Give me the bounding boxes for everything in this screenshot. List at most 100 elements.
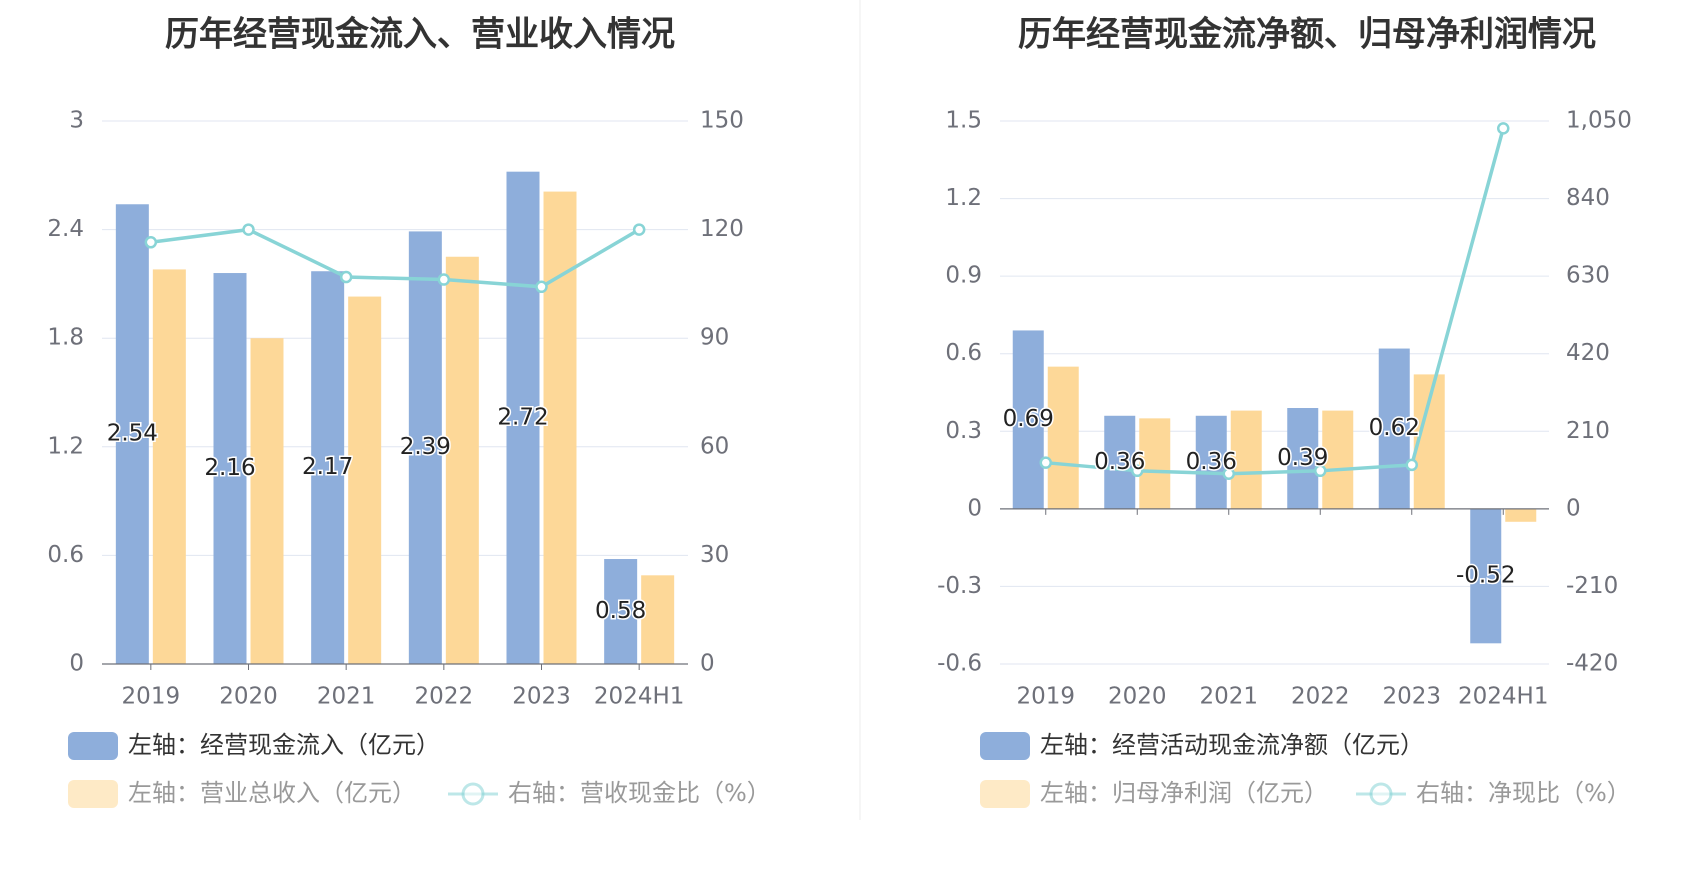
- legend-item[interactable]: 左轴：归母净利润（亿元）: [980, 779, 1328, 808]
- bar-data-label: 2.72: [497, 404, 548, 430]
- bar-data-label: 0.39: [1277, 445, 1328, 471]
- bar-primary[interactable]: [408, 231, 442, 664]
- bar-secondary[interactable]: [1322, 410, 1354, 509]
- left-axis-tick-label: 1.5: [945, 108, 982, 134]
- bar-primary[interactable]: [115, 204, 149, 664]
- x-axis-category-label: 2024H1: [594, 684, 684, 710]
- bar-data-label: 0.36: [1094, 449, 1145, 475]
- x-axis-category-label: 2024H1: [1458, 684, 1548, 710]
- left-axis-tick-label: 3: [69, 108, 84, 134]
- legend-label: 左轴：营业总收入（亿元）: [128, 779, 416, 807]
- x-axis-category-label: 2023: [512, 684, 571, 710]
- bar-secondary[interactable]: [1139, 418, 1171, 509]
- bar-primary[interactable]: [604, 559, 638, 664]
- ratio-point[interactable]: [242, 223, 255, 236]
- bar-secondary[interactable]: [445, 256, 479, 664]
- legend-item[interactable]: 右轴：净现比（%）: [1356, 779, 1631, 807]
- right-axis-tick-label: 60: [700, 433, 729, 459]
- bar-primary[interactable]: [1012, 330, 1044, 509]
- chart-panel-2: 历年经营现金流净额、归母净利润情况 -0.6 -420 -0.3 -210 0 0 0.3 21…: [937, 15, 1632, 808]
- legend-item[interactable]: 左轴：营业总收入（亿元）: [68, 779, 416, 808]
- bar-primary[interactable]: [1195, 415, 1227, 509]
- bar-primary[interactable]: [311, 271, 345, 664]
- legend-label: 左轴：经营活动现金流净额（亿元）: [1040, 731, 1424, 759]
- bar-secondary[interactable]: [1230, 410, 1262, 509]
- left-axis-tick-label: 0.6: [47, 542, 84, 568]
- chart-title: 历年经营现金流入、营业收入情况: [165, 15, 675, 55]
- right-axis-tick-label: 420: [1566, 340, 1610, 366]
- right-axis-tick-label: -210: [1566, 573, 1618, 599]
- bar-data-label: 0.36: [1186, 449, 1237, 475]
- left-axis-tick-label: 2.4: [47, 216, 84, 242]
- ratio-point[interactable]: [144, 236, 158, 249]
- ratio-point[interactable]: [1405, 458, 1418, 472]
- bar-primary[interactable]: [1378, 348, 1410, 509]
- left-axis-tick-label: 0: [967, 495, 982, 521]
- x-axis-category-label: 2023: [1382, 684, 1441, 710]
- bar-primary[interactable]: [1470, 508, 1502, 644]
- left-axis-tick-label: -0.3: [937, 573, 982, 599]
- chart-title: 历年经营现金流净额、归母净利润情况: [1018, 15, 1596, 55]
- legend-label: 左轴：经营现金流入（亿元）: [128, 731, 440, 759]
- bar-secondary[interactable]: [1505, 508, 1537, 522]
- bar-primary[interactable]: [213, 273, 247, 664]
- bar-secondary[interactable]: [152, 269, 186, 664]
- legend-swatch: [980, 732, 1030, 760]
- legend: 左轴：经营现金流入（亿元） 左轴：营业总收入（亿元） 右轴：营收现金比（%）: [68, 731, 771, 808]
- x-axis-category-label: 2019: [1016, 684, 1075, 710]
- ratio-point[interactable]: [1222, 467, 1235, 481]
- ratio-point[interactable]: [1314, 464, 1327, 478]
- bar-secondary[interactable]: [250, 338, 284, 664]
- ratio-point[interactable]: [339, 270, 353, 284]
- ratio-point[interactable]: [1039, 456, 1052, 469]
- left-axis-tick-label: 1.2: [945, 185, 982, 211]
- legend-swatch: [980, 780, 1030, 808]
- legend-swatch: [68, 780, 118, 808]
- left-axis-tick-label: 0.6: [945, 340, 982, 366]
- right-axis-tick-label: 0: [1566, 495, 1581, 521]
- bar-primary[interactable]: [1287, 408, 1319, 509]
- bar-secondary[interactable]: [641, 575, 675, 664]
- left-axis-tick-label: 0.9: [945, 263, 982, 289]
- left-axis-tick-label: 0: [69, 651, 84, 677]
- bar-primary[interactable]: [1104, 415, 1136, 509]
- bar-data-label: 2.17: [302, 454, 353, 480]
- right-axis-tick-label: 210: [1566, 418, 1610, 444]
- bar-data-label: 0.69: [1003, 406, 1054, 432]
- legend-label: 右轴：营收现金比（%）: [508, 779, 771, 807]
- left-axis-tick-label: 1.8: [47, 325, 84, 351]
- ratio-line: [1045, 127, 1505, 476]
- right-axis-tick-label: 1,050: [1566, 108, 1632, 134]
- right-axis-tick-label: 630: [1566, 263, 1610, 289]
- bar-data-label: 0.62: [1369, 415, 1420, 441]
- legend-item[interactable]: 左轴：经营活动现金流净额（亿元）: [980, 731, 1424, 760]
- legend: 左轴：经营活动现金流净额（亿元） 左轴：归母净利润（亿元） 右轴：净现比（%）: [980, 731, 1631, 808]
- ratio-point[interactable]: [535, 280, 548, 294]
- right-axis-tick-label: -420: [1566, 651, 1618, 677]
- legend-item[interactable]: 左轴：经营现金流入（亿元）: [68, 731, 440, 760]
- ratio-point[interactable]: [632, 223, 646, 236]
- bar-data-label: 2.54: [107, 421, 158, 447]
- legend-swatch: [68, 732, 118, 760]
- ratio-point[interactable]: [1497, 122, 1510, 135]
- legend-label: 右轴：净现比（%）: [1416, 779, 1631, 807]
- bar-data-label: 0.58: [595, 598, 646, 624]
- bar-series-group: [1012, 330, 1537, 644]
- right-axis-tick-label: 840: [1566, 185, 1610, 211]
- x-axis-category-label: 2019: [122, 684, 181, 710]
- bar-data-label: 2.39: [400, 434, 451, 460]
- ratio-point[interactable]: [437, 273, 451, 286]
- x-axis-category-label: 2020: [219, 684, 278, 710]
- bar-secondary[interactable]: [348, 296, 382, 664]
- left-axis-tick-label: 0.3: [945, 418, 982, 444]
- bar-data-label: 2.16: [204, 455, 255, 481]
- legend-item[interactable]: 右轴：营收现金比（%）: [448, 779, 771, 807]
- bar-primary[interactable]: [506, 171, 540, 664]
- right-axis-tick-label: 150: [700, 108, 744, 134]
- ratio-point[interactable]: [1131, 464, 1144, 478]
- ratio-line: [150, 227, 641, 289]
- bar-secondary[interactable]: [1047, 366, 1079, 509]
- grid-lines: [102, 120, 688, 665]
